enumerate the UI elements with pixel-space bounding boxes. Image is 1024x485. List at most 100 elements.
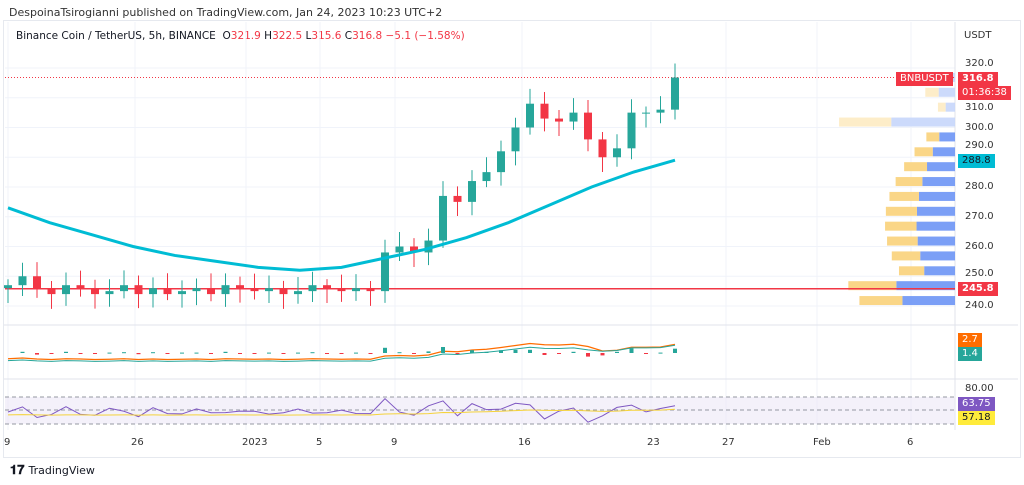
macd-histogram-bar (136, 353, 141, 355)
rsi-level-label: 80.00 (965, 383, 994, 394)
macd-histogram-bar (513, 349, 518, 353)
macd-histogram-bar (339, 353, 344, 354)
volume-profile-sell (887, 236, 918, 246)
candle-body (149, 288, 157, 295)
date-tick: 2023 (242, 437, 268, 448)
candle-body (598, 139, 607, 158)
price-unit: USDT (964, 30, 992, 41)
rsi-label: 63.75 (958, 397, 995, 411)
volume-profile-buy (916, 206, 955, 216)
candle-body (207, 288, 215, 295)
macd-histogram-bar (368, 353, 373, 354)
change-value: −5.1 (−1.58%) (385, 30, 465, 42)
macd-histogram-bar (615, 351, 619, 353)
volume-profile-sell (937, 102, 946, 112)
price-tick: 300.0 (965, 121, 994, 133)
candle-body (569, 112, 578, 122)
candle-body (134, 285, 143, 295)
candle-body (323, 285, 331, 289)
hline-value-label: 245.8 (958, 282, 998, 296)
volume-profile-sell (891, 251, 921, 261)
macd-histogram-bar (455, 353, 460, 354)
moving-average-line (7, 158, 676, 272)
candle-body (555, 118, 563, 122)
candle-body (91, 288, 99, 295)
macd-histogram-bar (600, 353, 605, 356)
volume-profile-sell (848, 281, 897, 291)
date-tick: 6 (907, 437, 914, 448)
candle-body (656, 109, 665, 113)
tradingview-logo[interactable]: 𝟏𝟕 TradingView (10, 463, 95, 478)
volume-profile-sell (885, 206, 917, 216)
volume-profile-buy (920, 251, 955, 261)
macd-histogram-bar (194, 352, 199, 354)
macd-histogram-bar (238, 353, 242, 354)
signal-line (7, 344, 676, 362)
candle-body (337, 288, 346, 292)
c-label: C (344, 30, 353, 42)
date-tick: 27 (722, 437, 735, 448)
tv-logo-icon: 𝟏𝟕 (10, 463, 25, 478)
macd-histogram-bar (165, 353, 170, 354)
volume-profile-sell (926, 132, 940, 142)
macd-histogram-bar (64, 351, 68, 353)
o-label: O (222, 30, 231, 42)
macd-histogram-bar (644, 353, 648, 354)
candle-body (105, 291, 114, 295)
macd-histogram-bar (528, 349, 532, 353)
volume-profile-sell (859, 296, 903, 306)
candle-body (627, 112, 636, 149)
volume-profile-buy (932, 147, 955, 157)
candle-body (62, 285, 70, 295)
last-price-label: 316.8 (958, 72, 998, 86)
volume-profile-sell (898, 266, 925, 276)
date-tick: 5 (316, 437, 323, 448)
volume-profile-buy (891, 117, 955, 127)
macd-histogram-bar (310, 352, 315, 354)
price-tick: 280.0 (965, 181, 994, 192)
volume-profile-buy (927, 162, 955, 172)
candle-body (192, 288, 201, 292)
volume-profile-buy (918, 191, 955, 201)
macd-histogram-bar (354, 352, 358, 354)
price-tick: 290.0 (965, 140, 994, 151)
macd-histogram-bar (78, 353, 83, 354)
candle-body (120, 285, 128, 292)
rsi-ma-line (7, 408, 676, 416)
macd-histogram-bar (441, 347, 445, 353)
macd-histogram-bar (223, 351, 228, 353)
signal-label: 1.4 (958, 347, 982, 361)
symbol-name: Binance Coin / TetherUS, 5h, BINANCE (16, 30, 216, 42)
volume-profile-buy (938, 87, 955, 97)
price-tick: 240.0 (965, 300, 994, 311)
h-label: H (264, 30, 273, 42)
candle-body (18, 276, 27, 286)
candle-body (33, 276, 41, 289)
candle-body (671, 77, 679, 110)
candle-body (410, 246, 418, 253)
macd-histogram-bar (107, 352, 112, 354)
volume-profile-sell (895, 177, 923, 187)
macd-histogram-bar (93, 353, 97, 354)
macd-histogram-bar (296, 352, 300, 354)
ma-value-label: 288.8 (958, 154, 995, 168)
candle-body (424, 240, 433, 253)
volume-profile-buy (922, 177, 955, 187)
volume-profile-sell (914, 147, 933, 157)
candle-body (279, 288, 288, 295)
macd-histogram-bar (673, 348, 677, 353)
candle-body (76, 285, 85, 289)
volume-profile-sell (885, 221, 917, 231)
macd-histogram-bar (20, 351, 25, 353)
price-tick: 260.0 (965, 240, 994, 252)
macd-label: 2.7 (958, 333, 982, 347)
macd-histogram-bar (122, 352, 126, 354)
candle-body (584, 112, 592, 140)
candle-body (439, 195, 447, 241)
macd-histogram-bar (209, 353, 213, 354)
macd-histogram-bar (484, 351, 489, 353)
volume-profile-sell (904, 162, 928, 172)
macd-line (7, 342, 676, 361)
candle-body (4, 285, 12, 289)
